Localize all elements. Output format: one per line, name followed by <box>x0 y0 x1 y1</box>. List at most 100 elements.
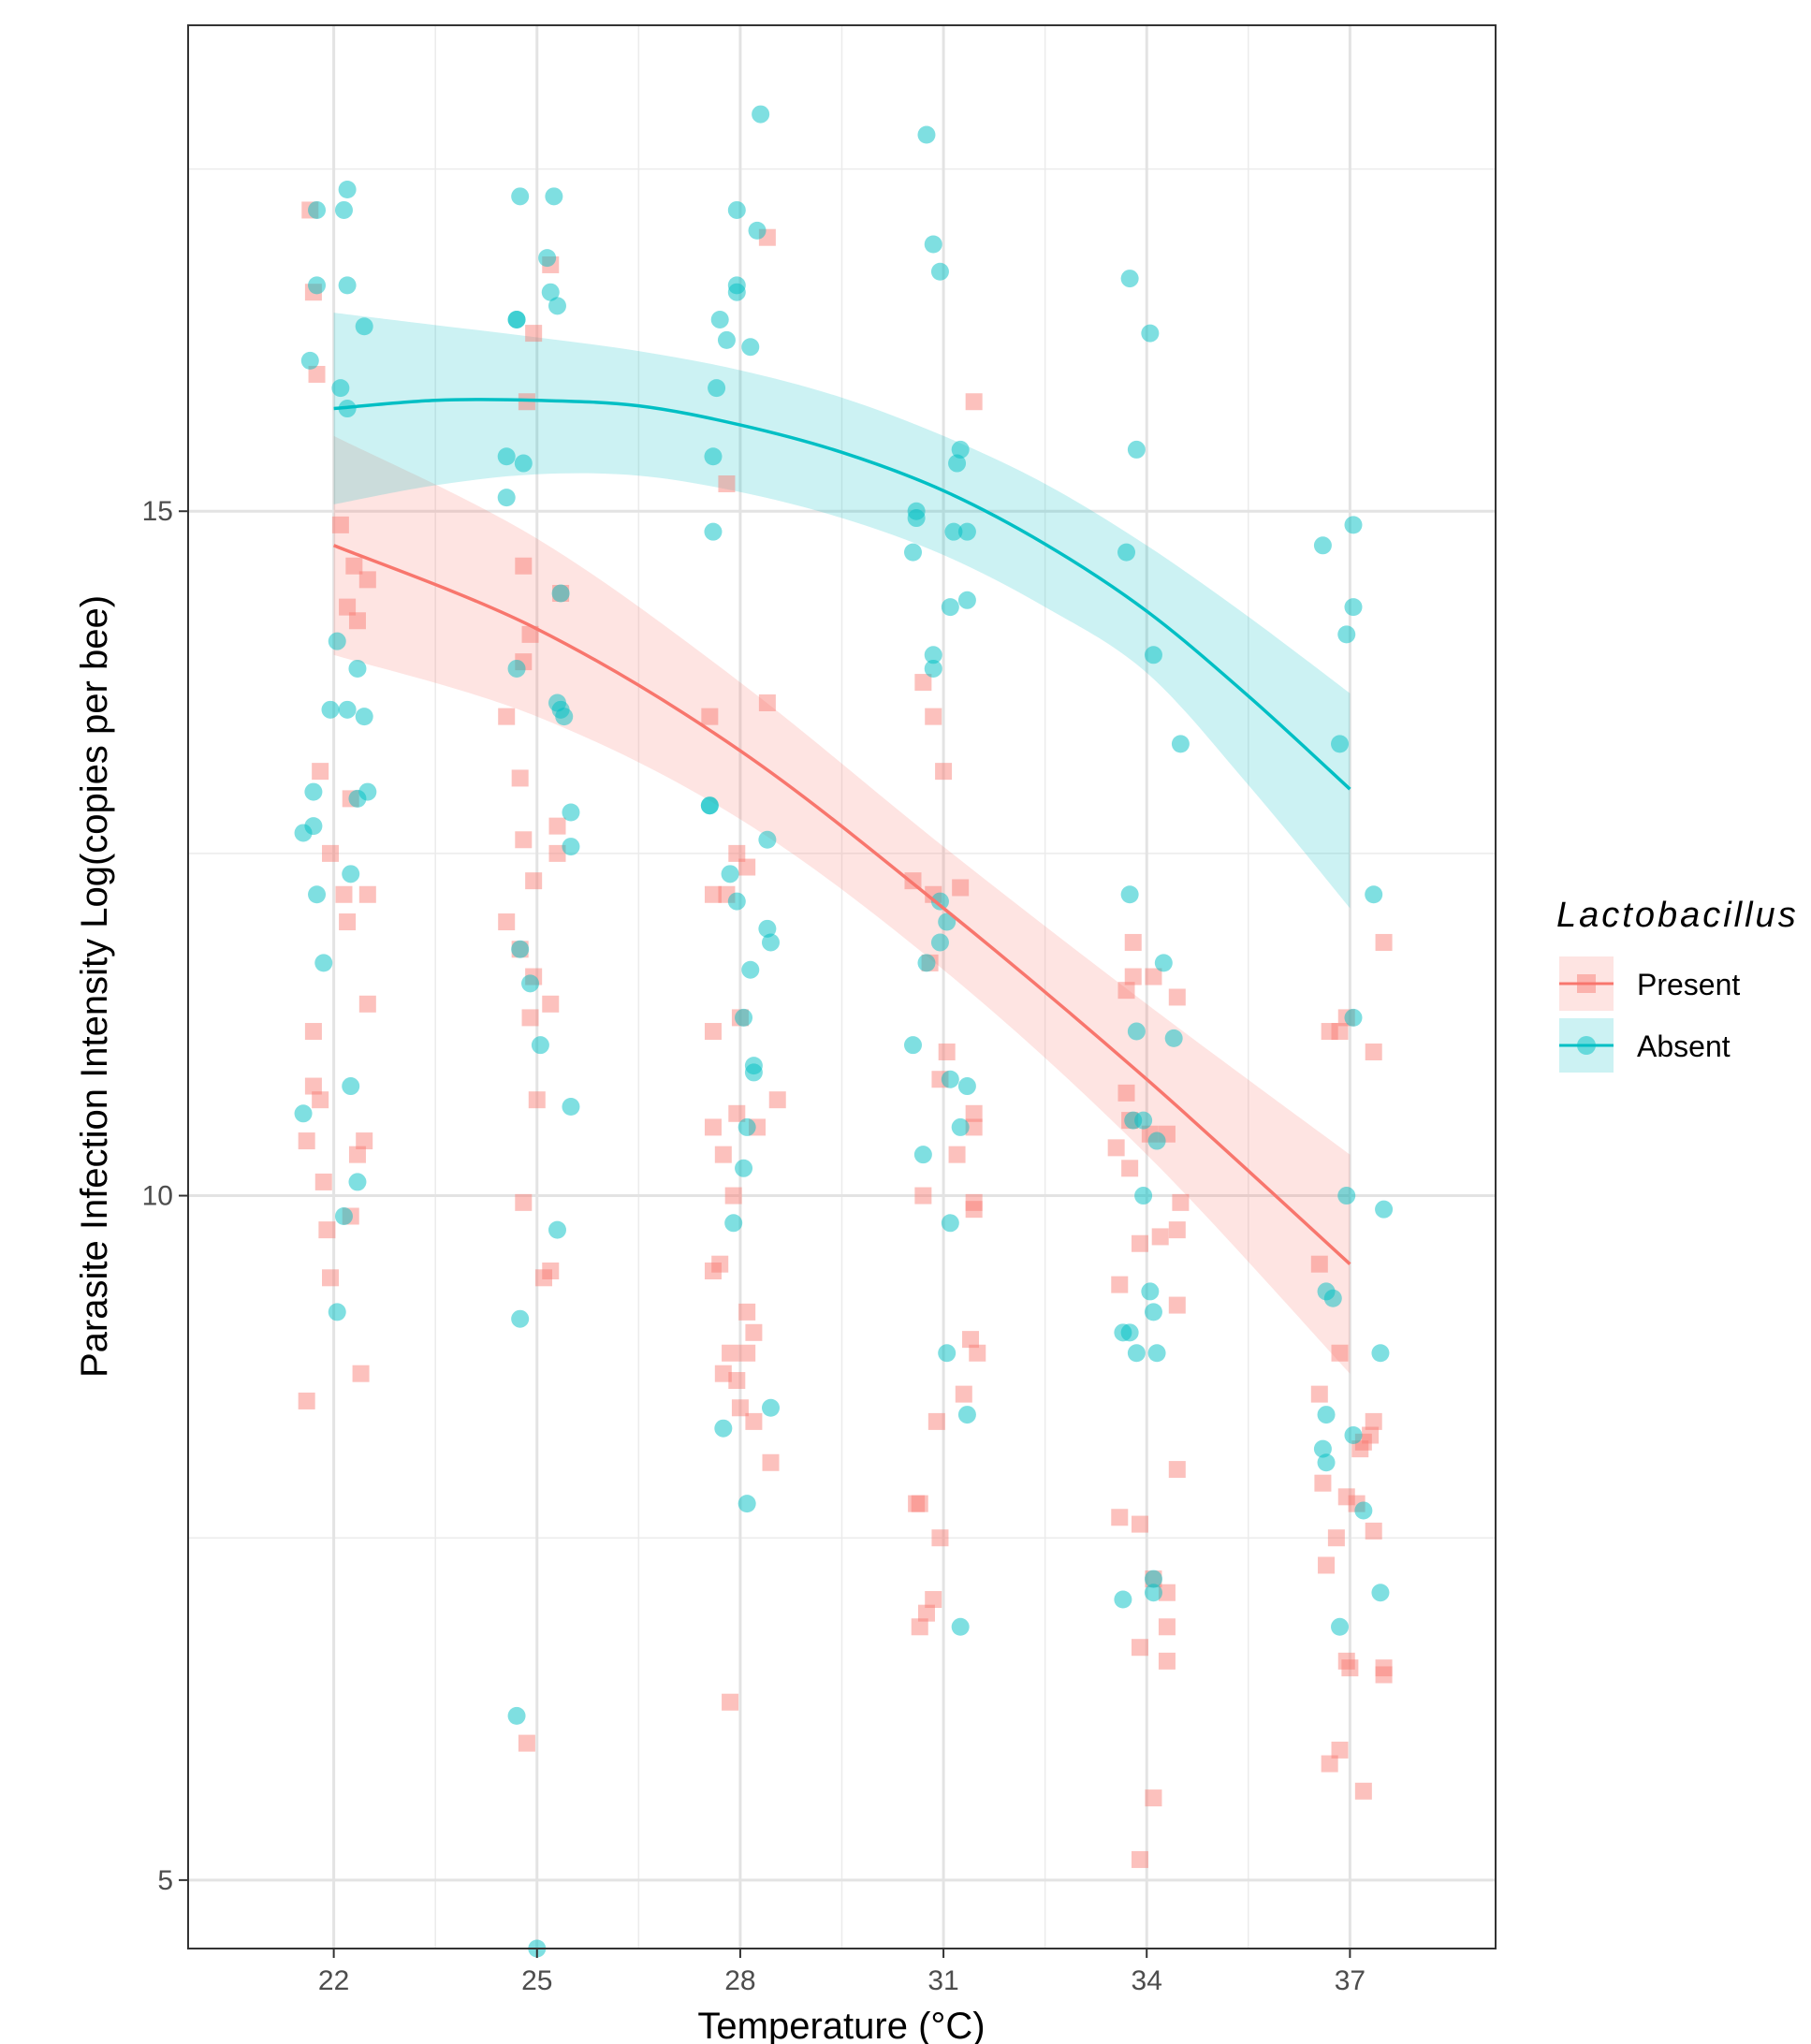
ci-ribbon-absent <box>333 313 1351 909</box>
point-absent <box>1120 270 1139 288</box>
point-absent <box>1117 543 1136 562</box>
point-absent <box>1354 1501 1373 1520</box>
point-present <box>525 325 543 343</box>
point-absent <box>735 1159 753 1177</box>
point-absent <box>941 1214 959 1233</box>
point-absent <box>727 200 746 219</box>
point-present <box>927 1412 945 1430</box>
point-present <box>1117 982 1135 1000</box>
point-present <box>308 365 326 383</box>
point-present <box>911 1495 928 1512</box>
point-present <box>515 557 533 575</box>
point-absent <box>724 1214 743 1233</box>
point-absent <box>704 522 723 541</box>
point-absent <box>930 892 949 911</box>
point-present <box>745 1412 763 1430</box>
point-present <box>339 598 357 616</box>
point-absent <box>738 1117 756 1136</box>
point-present <box>515 1193 533 1211</box>
point-present <box>962 1331 980 1349</box>
grid-minor <box>188 25 1496 1949</box>
point-absent <box>1141 324 1160 343</box>
point-present <box>1321 1023 1338 1041</box>
point-present <box>965 1104 983 1122</box>
point-absent <box>294 824 313 842</box>
point-present <box>917 1604 935 1622</box>
point-absent <box>538 249 557 268</box>
point-absent <box>752 105 770 124</box>
point-present <box>1354 1782 1372 1800</box>
confidence-ribbons <box>333 313 1351 1374</box>
point-present <box>345 557 363 575</box>
point-present <box>1310 1385 1328 1403</box>
point-present <box>1158 1618 1176 1636</box>
point-present <box>762 1453 780 1471</box>
point-present <box>318 1221 336 1239</box>
point-absent <box>1313 536 1332 555</box>
point-present <box>312 1091 329 1109</box>
point-absent <box>1337 1187 1356 1205</box>
point-absent <box>1147 1132 1166 1150</box>
point-absent <box>944 522 963 541</box>
point-absent <box>917 954 936 972</box>
point-present <box>1168 1221 1186 1239</box>
point-absent <box>1331 735 1350 753</box>
point-absent <box>904 1036 923 1055</box>
point-absent <box>951 440 970 459</box>
point-absent <box>913 1146 932 1164</box>
point-present <box>358 885 376 903</box>
point-absent <box>1147 1344 1166 1363</box>
point-absent <box>562 1097 580 1116</box>
ci-ribbon-present <box>333 435 1351 1374</box>
point-present <box>304 1023 322 1041</box>
point-absent <box>1365 885 1383 904</box>
point-present <box>758 694 776 712</box>
point-present <box>548 817 566 835</box>
point-absent <box>548 1220 566 1239</box>
point-absent <box>1344 516 1363 534</box>
point-present <box>714 1365 732 1382</box>
y-tick-label: 15 <box>142 496 173 527</box>
point-absent <box>348 659 367 678</box>
point-present <box>1375 1666 1393 1684</box>
point-absent <box>541 283 560 301</box>
point-present <box>952 879 970 897</box>
point-present <box>931 1529 949 1547</box>
data-points <box>294 105 1394 1958</box>
point-present <box>1365 1043 1382 1060</box>
point-present <box>1121 1160 1139 1177</box>
point-absent <box>1331 1617 1350 1636</box>
point-absent <box>1114 1590 1132 1609</box>
point-present <box>1168 1296 1186 1314</box>
point-present <box>1331 1741 1349 1759</box>
point-absent <box>1120 1323 1139 1342</box>
point-absent <box>1154 954 1173 972</box>
point-absent <box>714 1419 733 1438</box>
point-absent <box>314 954 333 972</box>
point-present <box>312 763 329 781</box>
point-present <box>298 1132 315 1150</box>
point-absent <box>342 865 360 883</box>
point-absent <box>924 235 942 254</box>
point-absent <box>948 454 967 473</box>
point-absent <box>531 1036 549 1055</box>
grid-major <box>188 25 1496 1949</box>
point-present <box>722 1344 739 1362</box>
point-present <box>1365 1522 1382 1540</box>
legend-label-absent: Absent <box>1637 1029 1731 1063</box>
point-absent <box>761 933 780 952</box>
point-present <box>356 1132 373 1150</box>
point-present <box>768 1091 786 1109</box>
legend-key-present-marker <box>1577 974 1596 993</box>
point-absent <box>338 181 357 199</box>
point-absent <box>1144 646 1162 664</box>
point-present <box>1314 1474 1332 1492</box>
point-absent <box>721 865 739 883</box>
point-present <box>535 1269 553 1287</box>
point-absent <box>704 447 723 466</box>
point-present <box>704 885 722 903</box>
point-present <box>331 516 349 533</box>
point-present <box>1168 1461 1186 1479</box>
point-present <box>738 1303 756 1321</box>
point-absent <box>727 283 746 301</box>
